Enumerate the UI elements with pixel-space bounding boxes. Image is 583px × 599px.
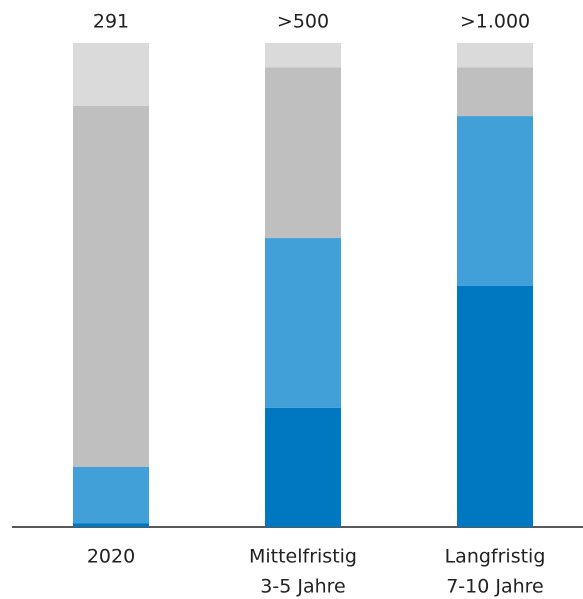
bar-segment	[457, 43, 533, 68]
bar-segment	[265, 67, 341, 239]
bar-segment	[73, 466, 149, 524]
total-label: >500	[277, 11, 329, 33]
total-label: 291	[93, 11, 129, 33]
bar-segment	[73, 105, 149, 467]
x-tick-label: Mittelfristig	[249, 546, 357, 568]
x-tick-label: 2020	[87, 546, 135, 568]
bar-segment	[265, 43, 341, 68]
bar-segment	[265, 407, 341, 527]
bar-segment	[457, 67, 533, 117]
bar-segment	[73, 523, 149, 527]
x-tick-label: 7-10 Jahre	[446, 576, 544, 598]
total-label: >1.000	[460, 11, 530, 33]
bar-segment	[457, 285, 533, 527]
bar-segment	[73, 43, 149, 106]
bar-segment	[457, 116, 533, 286]
x-tick-label: 3-5 Jahre	[260, 576, 345, 598]
bar-segment	[265, 238, 341, 408]
x-tick-label: Langfristig	[445, 546, 546, 568]
